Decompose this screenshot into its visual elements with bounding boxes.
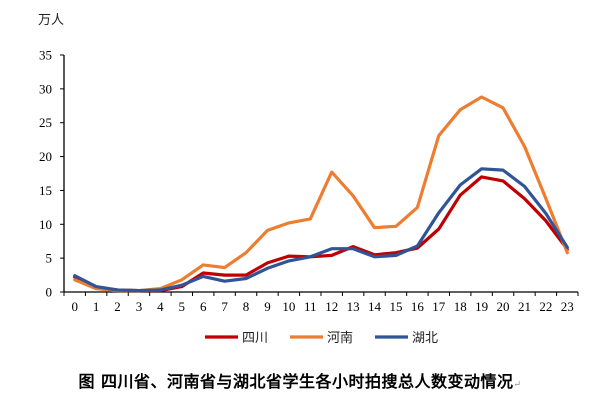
series-line-湖北 bbox=[73, 167, 569, 293]
x-tick-label: 9 bbox=[264, 299, 271, 314]
x-tick-label: 17 bbox=[432, 299, 446, 314]
x-tick-label: 2 bbox=[114, 299, 121, 314]
y-tick-label: 20 bbox=[39, 149, 52, 164]
x-tick-label: 13 bbox=[347, 299, 360, 314]
y-tick-label: 10 bbox=[39, 217, 52, 232]
x-tick-label: 18 bbox=[454, 299, 467, 314]
x-tick-label: 11 bbox=[304, 299, 317, 314]
legend-label: 河南 bbox=[327, 330, 353, 346]
series-line-河南 bbox=[73, 95, 569, 293]
y-tick-label: 25 bbox=[39, 115, 52, 130]
series-lines bbox=[73, 95, 569, 293]
legend: 四川 河南 湖北 bbox=[205, 330, 438, 346]
legend-label: 四川 bbox=[242, 331, 268, 346]
x-tick-label: 21 bbox=[518, 299, 531, 314]
x-tick-label: 14 bbox=[368, 299, 382, 314]
x-tick-label: 1 bbox=[93, 299, 100, 314]
y-tick-label: 0 bbox=[46, 285, 53, 300]
x-tick-label: 15 bbox=[389, 299, 402, 314]
y-tick-label: 35 bbox=[39, 48, 52, 63]
x-tick-label: 8 bbox=[243, 299, 250, 314]
x-tick-label: 3 bbox=[136, 299, 143, 314]
y-unit-label: 万人 bbox=[38, 13, 64, 28]
x-tick-label: 20 bbox=[497, 299, 510, 314]
y-tick-label: 5 bbox=[46, 251, 53, 266]
paragraph-mark: ↵ bbox=[513, 380, 522, 390]
x-tick-label: 16 bbox=[411, 299, 425, 314]
x-tick-label: 5 bbox=[179, 299, 186, 314]
x-tick-label: 12 bbox=[325, 299, 338, 314]
x-tick-label: 19 bbox=[475, 299, 488, 314]
x-tick-label: 7 bbox=[221, 299, 228, 314]
y-tick-label: 30 bbox=[39, 81, 52, 96]
x-tick-label: 6 bbox=[200, 299, 207, 314]
caption-text: 图 四川省、河南省与湖北省学生各小时拍搜总人数变动情况 bbox=[78, 372, 514, 391]
legend-label: 湖北 bbox=[412, 331, 438, 346]
figure-caption: 图 四川省、河南省与湖北省学生各小时拍搜总人数变动情况↵ bbox=[0, 368, 600, 392]
y-tick-label: 15 bbox=[39, 183, 52, 198]
x-tick-label: 4 bbox=[157, 299, 164, 314]
x-tick-label: 23 bbox=[561, 299, 574, 314]
x-tick-label: 0 bbox=[71, 299, 78, 314]
x-tick-label: 10 bbox=[282, 299, 295, 314]
x-tick-label: 22 bbox=[539, 299, 552, 314]
